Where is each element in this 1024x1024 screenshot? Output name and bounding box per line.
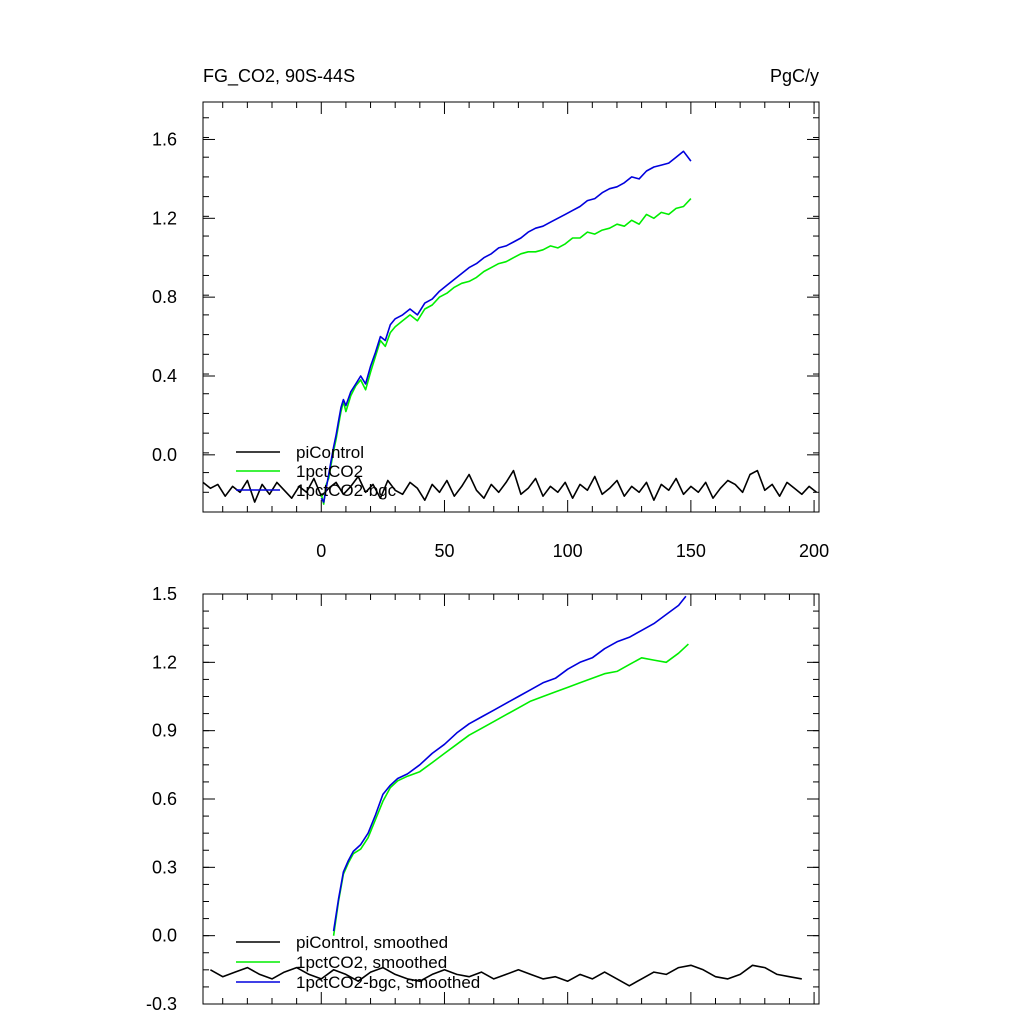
y-tick-label: 0.0 bbox=[152, 445, 177, 465]
legend-label-1: 1pctCO2, smoothed bbox=[296, 953, 447, 972]
y-tick-label: 0.0 bbox=[152, 926, 177, 946]
y-tick-label: 0.6 bbox=[152, 789, 177, 809]
x-tick-label: 100 bbox=[553, 541, 583, 561]
x-tick-label: 150 bbox=[676, 541, 706, 561]
y-tick-label: 0.3 bbox=[152, 857, 177, 877]
x-tick-label: 0 bbox=[316, 541, 326, 561]
legend-label-2: 1pctCO2-bgc, smoothed bbox=[296, 973, 480, 992]
series-line-0 bbox=[203, 469, 817, 503]
plot-title: FG_CO2, 90S-44S bbox=[203, 66, 355, 87]
y-tick-label: 1.2 bbox=[152, 652, 177, 672]
y-tick-label: 1.6 bbox=[152, 129, 177, 149]
y-tick-label: -0.3 bbox=[146, 994, 177, 1014]
legend-label-0: piControl, smoothed bbox=[296, 933, 448, 952]
legend-label-1: 1pctCO2 bbox=[296, 462, 363, 481]
x-tick-label: 50 bbox=[434, 541, 454, 561]
y-tick-label: 0.8 bbox=[152, 287, 177, 307]
y-tick-label: 0.4 bbox=[152, 366, 177, 386]
series-line-1 bbox=[332, 643, 689, 936]
series-line-2 bbox=[320, 150, 692, 503]
y-tick-label: 1.2 bbox=[152, 208, 177, 228]
series-line-0 bbox=[210, 964, 802, 987]
legend-label-0: piControl bbox=[296, 443, 364, 462]
y-tick-label: 1.5 bbox=[152, 584, 177, 604]
y-tick-label: 0.9 bbox=[152, 721, 177, 741]
bottom-chart-panel: -0.3 0.0 0.3 0.6 0.9 1.2 1.5 piControl, smoothe… bbox=[146, 584, 820, 1014]
series-line-2 bbox=[332, 595, 687, 932]
x-tick-label: 200 bbox=[799, 541, 829, 561]
legend-label-2: 1pctCO2-bgc bbox=[296, 481, 397, 500]
top-chart-panel: 0 50 100 150 2000.00.40.81.21.6piControl1pct… bbox=[152, 101, 829, 561]
plot-frame bbox=[202, 101, 820, 513]
series-line-1 bbox=[320, 198, 692, 505]
units-label: PgC/y bbox=[770, 66, 819, 86]
